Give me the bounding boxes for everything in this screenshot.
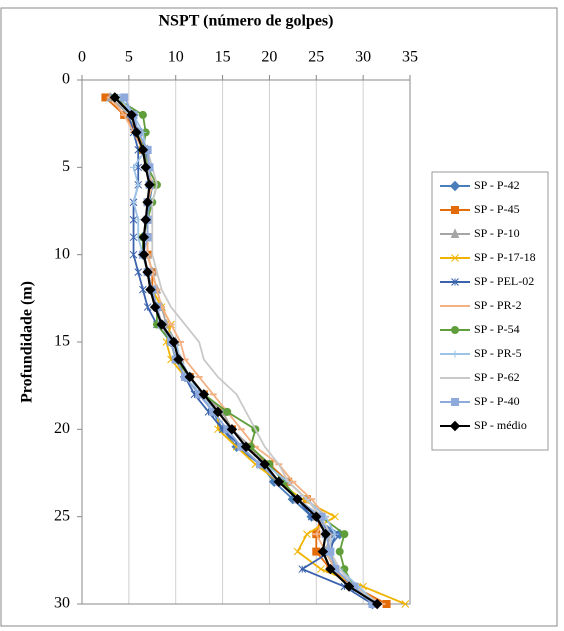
legend-label: SP - P-45 <box>474 202 520 216</box>
series <box>109 92 383 610</box>
marker <box>311 511 322 522</box>
marker <box>331 512 339 521</box>
y-tick-label: 5 <box>62 158 70 175</box>
marker <box>371 598 383 610</box>
marker <box>449 180 461 192</box>
series-line <box>118 96 378 605</box>
marker <box>343 581 355 592</box>
marker <box>156 319 167 330</box>
marker <box>226 424 238 435</box>
y-tick-label: 30 <box>54 595 70 612</box>
marker <box>140 162 151 173</box>
chart-title: NSPT (número de golpes) <box>159 13 334 30</box>
x-tick-label: 10 <box>168 49 184 66</box>
marker <box>292 493 303 505</box>
x-tick-label: 15 <box>215 49 231 66</box>
y-tick-label: 10 <box>54 245 70 262</box>
legend-label: SP - P-17-18 <box>474 250 536 264</box>
marker <box>168 336 180 348</box>
marker <box>109 92 121 103</box>
marker <box>240 441 252 453</box>
marker <box>198 389 210 400</box>
y-tick-label: 0 <box>62 71 70 88</box>
marker <box>142 197 153 208</box>
x-tick-label: 20 <box>261 49 277 66</box>
y-tick-label: 25 <box>54 507 70 524</box>
marker <box>273 476 285 487</box>
marker <box>449 420 461 432</box>
marker <box>335 547 344 556</box>
legend-label: SP - P-54 <box>474 322 520 336</box>
marker <box>126 109 137 121</box>
marker <box>129 215 138 224</box>
marker <box>451 398 459 406</box>
plot-frame <box>81 79 411 605</box>
x-tick-label: 35 <box>402 49 418 66</box>
marker <box>149 301 161 313</box>
marker <box>184 371 195 383</box>
marker <box>451 206 459 214</box>
marker <box>401 600 410 608</box>
y-axis-title: Profundidade (m) <box>19 281 36 403</box>
legend-label: SP - P-42 <box>474 178 520 192</box>
y-tick-label: 20 <box>54 420 70 437</box>
marker <box>138 231 150 243</box>
marker <box>145 284 156 295</box>
x-tick-label: 25 <box>308 49 324 66</box>
x-tick-label: 0 <box>78 49 86 66</box>
marker <box>451 350 459 358</box>
marker <box>259 459 270 470</box>
marker <box>139 285 147 294</box>
marker <box>120 93 129 102</box>
marker <box>451 278 459 286</box>
marker <box>138 249 150 260</box>
marker <box>320 528 331 540</box>
marker <box>451 326 459 334</box>
marker <box>223 407 232 416</box>
legend-label: SP - PR-5 <box>474 346 522 360</box>
marker <box>303 530 311 538</box>
marker <box>134 268 143 276</box>
marker <box>130 198 138 206</box>
marker <box>317 546 329 557</box>
marker <box>451 254 459 262</box>
marker <box>450 228 460 238</box>
marker <box>137 144 149 156</box>
marker <box>173 354 184 365</box>
marker <box>134 181 142 189</box>
legend-label: SP - PR-2 <box>474 298 522 312</box>
marker <box>129 233 138 242</box>
legend-label: SP - PEL-02 <box>474 274 534 288</box>
marker <box>142 266 153 278</box>
legend-label: SP - P-40 <box>474 394 520 408</box>
x-tick-label: 5 <box>125 49 133 66</box>
marker <box>143 303 152 311</box>
legend-label: SP - P-62 <box>474 370 520 384</box>
marker <box>144 179 155 191</box>
marker <box>130 163 138 171</box>
legend-label: SP - P-10 <box>474 226 520 240</box>
marker <box>331 530 339 538</box>
marker <box>325 563 336 575</box>
marker <box>298 565 307 573</box>
marker <box>131 127 142 138</box>
marker <box>317 565 325 573</box>
y-tick-label: 15 <box>54 333 70 350</box>
marker <box>140 214 151 225</box>
marker <box>340 530 349 539</box>
marker <box>212 406 224 418</box>
marker <box>293 547 302 556</box>
marker <box>138 110 147 119</box>
x-tick-label: 30 <box>355 49 371 66</box>
legend-label: SP - médio <box>474 418 527 432</box>
marker <box>129 250 138 259</box>
